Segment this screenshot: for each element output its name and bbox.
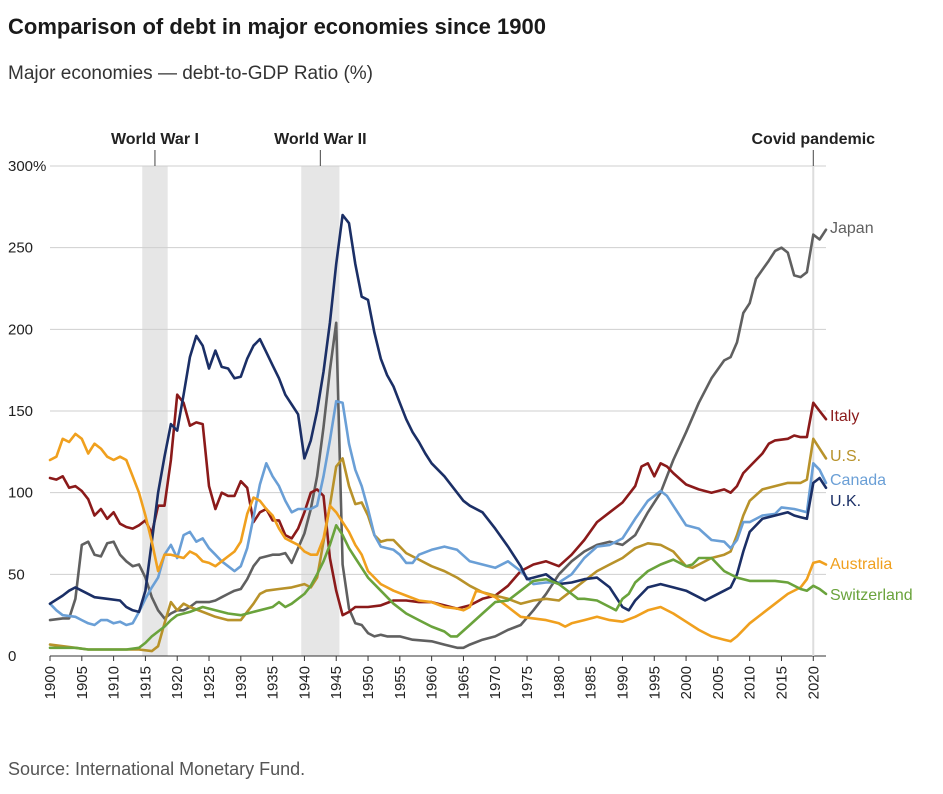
x-axis: 1900 1905 1910 1915 1920 1925 1930 1935 1940 1945…: [42, 656, 822, 699]
series-label-japan: Japan: [830, 220, 874, 237]
x-tick-label-2010: 2010: [742, 666, 759, 699]
series-line-u-k: [48, 213, 828, 614]
x-tick-label-2005: 2005: [710, 666, 727, 699]
series-line-u-s: [48, 437, 828, 653]
x-tick-label-1960: 1960: [424, 666, 441, 699]
source-note: Source: International Monetary Fund.: [8, 759, 306, 779]
chart-subtitle: Major economies — debt-to-GDP Ratio (%): [8, 63, 373, 84]
grid-lines: [50, 165, 826, 657]
x-tick-label-1900: 1900: [42, 666, 59, 699]
x-tick-label-1920: 1920: [169, 666, 186, 699]
event-label-0: World War I: [111, 131, 199, 148]
series-label-u-k: U.K.: [830, 493, 861, 510]
x-tick-label-1945: 1945: [328, 666, 345, 699]
series-label-canada: Canada: [830, 472, 886, 489]
series-label-italy: Italy: [830, 408, 859, 425]
event-label-2: Covid pandemic: [751, 131, 875, 148]
y-tick-label-200: 200: [8, 321, 33, 338]
y-tick-label-0: 0: [8, 648, 16, 665]
series-lines: [48, 213, 828, 653]
x-tick-label-1955: 1955: [392, 666, 409, 699]
x-tick-label-2020: 2020: [805, 666, 822, 699]
chart-title: Comparison of debt in major economies si…: [8, 14, 546, 39]
event-label-1: World War II: [274, 131, 366, 148]
x-tick-label-1995: 1995: [646, 666, 663, 699]
x-tick-label-1980: 1980: [551, 666, 568, 699]
series-line-australia: [48, 432, 828, 643]
x-tick-label-2015: 2015: [773, 666, 790, 699]
y-tick-label-150: 150: [8, 403, 33, 420]
x-tick-label-1925: 1925: [201, 666, 218, 699]
x-tick-label-1985: 1985: [583, 666, 600, 699]
x-tick-label-1950: 1950: [360, 666, 377, 699]
x-tick-label-1915: 1915: [137, 666, 154, 699]
x-tick-label-2000: 2000: [678, 666, 695, 699]
x-tick-label-1935: 1935: [265, 666, 282, 699]
series-line-switzerland: [48, 524, 828, 651]
y-tick-label-100: 100: [8, 485, 33, 502]
series-line-canada: [48, 399, 828, 627]
series-line-japan: [48, 228, 828, 650]
x-tick-label-1970: 1970: [487, 666, 504, 699]
series-label-australia: Australia: [830, 556, 892, 573]
x-tick-label-1905: 1905: [74, 666, 91, 699]
x-tick-label-1975: 1975: [519, 666, 536, 699]
x-tick-label-1930: 1930: [233, 666, 250, 699]
y-tick-label-250: 250: [8, 240, 33, 257]
y-tick-label-50: 50: [8, 566, 25, 583]
series-labels: Japan Italy U.S. Canada U.K. Australia Switzer…: [830, 220, 913, 604]
y-tick-label-300: 300%: [8, 158, 46, 175]
series-label-u-s: U.S.: [830, 448, 861, 465]
event-labels: World War I World War II Covid pandemic: [111, 131, 875, 166]
y-axis: 0 50 100 150 200 250 300%: [8, 158, 46, 665]
series-label-switzerland: Switzerland: [830, 587, 913, 604]
x-tick-label-1910: 1910: [106, 666, 123, 699]
x-tick-label-1940: 1940: [296, 666, 313, 699]
x-tick-label-1990: 1990: [614, 666, 631, 699]
x-tick-label-1965: 1965: [455, 666, 472, 699]
